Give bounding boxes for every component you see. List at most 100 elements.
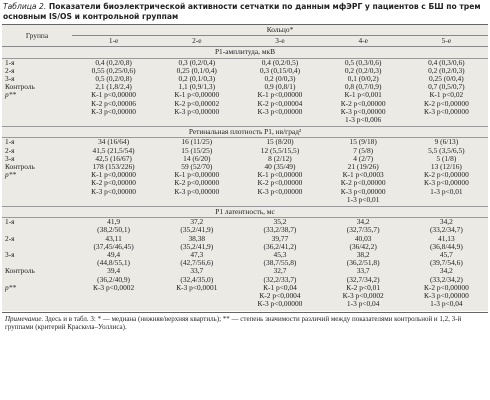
cell-line: К-1 p<0,00000 xyxy=(257,170,303,180)
cell-line: 0,3 (0,2/0,4) xyxy=(178,57,216,67)
cell-line: 35,2 xyxy=(273,217,287,227)
cell-line: 33,7 xyxy=(356,266,370,276)
cell-line: 9 (6/13) xyxy=(434,137,459,147)
section-row: P1-амплитуда, мкВ xyxy=(2,46,488,59)
cell-line: К-3 p<0,00000 xyxy=(423,178,469,188)
cell: К-1 p<0,001 К-2 p<0,00000 К-3 p<0,00000 1-3… xyxy=(322,91,405,126)
cell: 14 (6/20) xyxy=(155,153,238,163)
ring-label: 3-е xyxy=(238,35,322,48)
cell-line: К-3 p<0,0002 xyxy=(93,282,135,292)
group-label: Контроль xyxy=(5,266,35,276)
group-label: p** xyxy=(5,170,17,180)
section-row: Ретинальная плотность P1, нв/град² xyxy=(2,126,488,139)
ring-label: 4-е xyxy=(321,35,405,48)
cell-line: 0,2 (0/0,3) xyxy=(264,74,296,84)
cell-line: 45,7 xyxy=(439,250,453,260)
cell-line: (35,2/41,9) xyxy=(180,225,214,235)
group-label: 1-я xyxy=(5,217,15,227)
cell: 0,2 (0,1/0,3) xyxy=(155,74,238,83)
cell-line: (32,2/33,7) xyxy=(263,274,297,284)
cell-line: К-2 p<0,00000 xyxy=(423,282,469,292)
cell-line: 41,13 xyxy=(438,233,455,243)
cell-line: 40 (35/49) xyxy=(264,162,296,172)
cell: 38,38 (35,2/41,9) xyxy=(155,233,238,251)
cell-line: 38,38 xyxy=(188,233,206,243)
cell-line: К-2 p<0,00000 xyxy=(257,178,303,188)
data-table: Группа Кольцо* 1-е 2-е 3-е 4-е 5-е P1-амплиту… xyxy=(2,24,488,311)
cell-line: 38,2 xyxy=(356,250,370,260)
cell: К-2 p<0,01 К-3 p<0,0002 1-3 p<0,04 xyxy=(322,282,405,311)
cell: 37,2 (35,2/41,9) xyxy=(155,218,238,235)
cell-line: 39,4 xyxy=(107,266,121,276)
data-row: 2-я 41,5 (21,5/54) 15 (15/25) 12 (5,5/15,5)… xyxy=(2,145,488,155)
cell: 40 (35/49) xyxy=(238,162,321,172)
cell-line: 1-3 p<0,006 xyxy=(345,115,382,125)
note-label: Примечание. xyxy=(5,314,44,323)
cell: 7 (5/8) xyxy=(322,145,405,155)
section-title: P1-амплитуда, мкВ xyxy=(2,46,488,59)
cell-line: К-2 p<0,00002 xyxy=(174,98,220,108)
cell: 42,5 (16/67) xyxy=(72,154,155,163)
group-header: Группа xyxy=(2,24,72,48)
cell: 0,5 (0,2/0,8) xyxy=(72,74,155,83)
cell: 0,4 (0,3/0,6) xyxy=(405,58,488,67)
cell-line: 43,11 xyxy=(105,233,122,243)
cell-line: (36/42,2) xyxy=(349,241,377,251)
cell-line: 5,5 (3,5/6,5) xyxy=(428,145,465,155)
cell: 34,2 (33,2/34,7) xyxy=(405,218,488,235)
cell-line: К-2 p<0,00000 xyxy=(423,98,469,108)
cell-line: К-3 p<0,00000 xyxy=(340,186,386,196)
cell-line: К-2 p<0,00004 xyxy=(257,98,303,108)
cell-line: 1-3 p<0,01 xyxy=(346,194,380,204)
cell-line: (38,2/50,1) xyxy=(97,225,131,235)
cell-line: К-1 p<0,02 xyxy=(429,90,464,100)
cell-line: К-1 p<0,00000 xyxy=(91,170,136,180)
cell: 5 (1/8) xyxy=(405,154,488,163)
cell-line: (39,7/54,6) xyxy=(429,258,463,268)
cell-line: 1-3 p<0,01 xyxy=(430,186,463,196)
note: Примечание. Здесь и в табл. 3: * — медиа… xyxy=(2,311,488,334)
cell: 34,2 (33,2/34,2) xyxy=(405,266,488,284)
cell-line: 7 (5/8) xyxy=(353,145,374,155)
cell-line: (37,45/46,45) xyxy=(93,241,134,251)
data-row: Контроль 178 (153/226) 59 (52/70) 40 (35/49… xyxy=(2,162,488,172)
cell-line: К-1 p<0,00000 xyxy=(174,90,220,100)
cell-line: К-3 p<0,0001 xyxy=(176,282,218,292)
group-label: 3-я xyxy=(5,74,15,84)
cell-line: 15 (15/25) xyxy=(181,145,213,155)
cell-line: 37,2 xyxy=(190,217,204,227)
cell-line: К-2 p<0,01 xyxy=(346,282,381,292)
cell-line: 34,2 xyxy=(439,217,453,227)
cell-line: К-3 p<0,00000 xyxy=(423,106,469,116)
cell: 34 (16/64) xyxy=(72,138,155,147)
cell: 47,3 (42,7/56,6) xyxy=(155,250,238,267)
cell: 1,1 (0,9/1,3) xyxy=(155,83,238,91)
cell: 0,25 (0/0,4) xyxy=(405,74,488,83)
cell: 8 (2/12) xyxy=(238,154,321,163)
data-row: 3-я 0,5 (0,2/0,8) 0,2 (0,1/0,3) 0,2 (0/0,3)… xyxy=(2,74,488,84)
cell: К-1 p<0,0003 К-2 p<0,00000 К-3 p<0,00000 1-… xyxy=(322,171,405,206)
cell-line: К-2 p<0,00000 xyxy=(91,178,136,188)
cell-line: К-3 p<0,00000 xyxy=(257,186,303,196)
cell-line: К-3 p<0,00000 xyxy=(340,106,386,116)
cell: 43,11 (37,45/46,45) xyxy=(72,233,155,251)
cell: 41,9 (38,2/50,1) xyxy=(72,218,155,235)
cell: 40,03 (36/42,2) xyxy=(322,234,405,251)
cell-line: (33,2/38,7) xyxy=(263,225,297,235)
cell-line: 14 (6/20) xyxy=(183,153,211,163)
cell: 0,5 (0,3/0,6) xyxy=(322,58,405,67)
data-row: Контроль 39,4 (36,2/40,9) 33,7 (32,4/35,0) 32… xyxy=(2,266,488,284)
cell: 34,2 (32,7/35,7) xyxy=(322,218,405,235)
cell-line: 34,2 xyxy=(439,266,453,276)
cell-line: К-3 p<0,00000 xyxy=(257,299,303,309)
cell: 4 (2/7) xyxy=(322,154,405,163)
group-label: Контроль xyxy=(5,82,35,92)
group-label: Контроль xyxy=(5,162,35,172)
cell: 41,5 (21,5/54) xyxy=(72,146,155,155)
cell-line: 33,7 xyxy=(190,266,204,276)
cell-line: К-2 p<0,00000 xyxy=(340,98,386,108)
data-row: Контроль 2,1 (1,8/2,4) 1,1 (0,9/1,3) 0,9 (0… xyxy=(2,83,488,91)
group-label: 1-я xyxy=(5,137,15,147)
cell-line: К-3 p<0,00000 xyxy=(174,186,220,196)
cell-line: К-1 p<0,0003 xyxy=(342,170,384,180)
